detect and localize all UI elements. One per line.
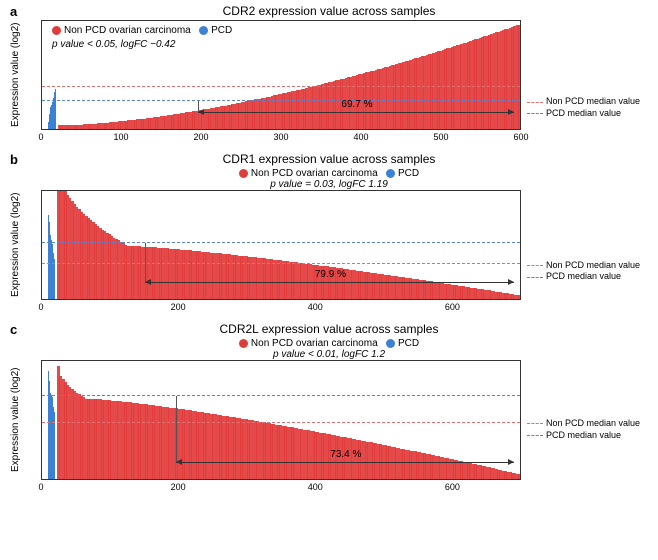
x-tick: 400 <box>308 302 323 312</box>
y-tick: 8 <box>41 20 42 24</box>
y-tick: 6 <box>41 221 42 231</box>
percent-label: 69.7 % <box>341 99 372 110</box>
chart-panel-a: aCDR2 expression value across samples Exp… <box>8 4 650 144</box>
chart-panel-b: bCDR1 expression value across samples Non… <box>8 152 650 314</box>
pcd-bar <box>54 266 55 299</box>
legend-pcd-median: PCD median value <box>546 430 621 440</box>
panel-letter: a <box>10 4 17 19</box>
y-tick: 5 <box>41 450 42 460</box>
stat-text: p value = 0.03, logFC 1.19 <box>8 179 650 190</box>
series-legend: Non PCD ovarian carcinoma PCD <box>8 338 650 349</box>
y-axis-label: Expression value (log2) <box>8 190 23 300</box>
chart-title: CDR2L expression value across samples <box>8 322 650 336</box>
x-tick: 400 <box>353 132 368 142</box>
nonpcd-bar <box>518 474 521 479</box>
range-arrow <box>145 282 514 283</box>
y-axis-label: Expression value (log2) <box>8 20 23 130</box>
y-axis-label: Expression value (log2) <box>8 360 23 480</box>
chart-title: CDR2 expression value across samples <box>8 4 650 18</box>
legend-pcd: PCD <box>398 338 419 349</box>
x-tick: 100 <box>113 132 128 142</box>
x-tick: 0 <box>38 482 43 492</box>
median-legend: Non PCD median value PCD median value <box>527 96 640 119</box>
stat-text: p value < 0.05, logFC −0.42 <box>52 39 175 50</box>
panel-letter: b <box>10 152 18 167</box>
median-legend: Non PCD median value PCD median value <box>527 418 640 441</box>
percent-label: 79.9 % <box>315 269 346 280</box>
y-tick: 8 <box>41 378 42 388</box>
bracket-line <box>176 396 177 463</box>
percent-label: 73.4 % <box>330 449 361 460</box>
pcd-median-line <box>42 395 520 396</box>
nonpcd-median-line <box>42 86 520 87</box>
bracket-line <box>145 243 146 283</box>
range-arrow <box>176 462 514 463</box>
legend-pcd-median: PCD median value <box>546 271 621 281</box>
pcd-bar <box>55 89 56 129</box>
legend-pcd: PCD <box>398 168 419 179</box>
plot-region: 73.4 %456789 <box>41 360 521 480</box>
chart-title: CDR1 expression value across samples <box>8 152 650 166</box>
legend-pcd: PCD <box>211 25 232 36</box>
x-tick: 200 <box>171 482 186 492</box>
pcd-bar <box>54 419 55 479</box>
nonpcd-median-line <box>42 422 520 423</box>
x-tick: 300 <box>273 132 288 142</box>
y-tick: 7 <box>41 402 42 412</box>
y-tick: 8 <box>41 190 42 194</box>
legend-nonpcd-median: Non PCD median value <box>546 418 640 428</box>
x-tick: 200 <box>193 132 208 142</box>
y-tick: 9 <box>41 360 42 364</box>
pcd-median-line <box>42 100 520 101</box>
series-legend: Non PCD ovarian carcinoma PCD <box>52 25 232 36</box>
median-legend: Non PCD median valuePCD median value <box>527 260 640 283</box>
x-tick: 400 <box>308 482 323 492</box>
range-arrow <box>198 112 514 113</box>
plot-region: 79.9 %2468 <box>41 190 521 300</box>
x-tick: 200 <box>171 302 186 312</box>
y-tick: 6 <box>41 87 42 97</box>
plot-region: 69.7 % Non PCD ovarian carcinoma PCD p val… <box>41 20 521 130</box>
pcd-median-line <box>42 242 520 243</box>
y-tick: 4 <box>41 257 42 267</box>
stat-text: p value < 0.01, logFC 1.2 <box>8 349 650 360</box>
x-tick: 0 <box>38 132 43 142</box>
x-tick: 600 <box>445 482 460 492</box>
chart-panel-c: cCDR2L expression value across samples No… <box>8 322 650 494</box>
legend-nonpcd: Non PCD ovarian carcinoma <box>251 168 378 179</box>
panel-letter: c <box>10 322 17 337</box>
y-tick: 7 <box>41 51 42 61</box>
x-tick: 500 <box>433 132 448 142</box>
y-tick: 6 <box>41 426 42 436</box>
x-tick: 600 <box>445 302 460 312</box>
legend-nonpcd-median: Non PCD median value <box>546 260 640 270</box>
nonpcd-bar <box>518 25 521 130</box>
legend-pcd-median: PCD median value <box>546 108 621 118</box>
legend-nonpcd: Non PCD ovarian carcinoma <box>64 25 191 36</box>
series-legend: Non PCD ovarian carcinoma PCD <box>8 168 650 179</box>
x-tick: 0 <box>38 302 43 312</box>
nonpcd-median-line <box>42 263 520 264</box>
x-tick: 600 <box>513 132 528 142</box>
nonpcd-bar <box>518 295 521 299</box>
legend-nonpcd-median: Non PCD median value <box>546 96 640 106</box>
legend-nonpcd: Non PCD ovarian carcinoma <box>251 338 378 349</box>
